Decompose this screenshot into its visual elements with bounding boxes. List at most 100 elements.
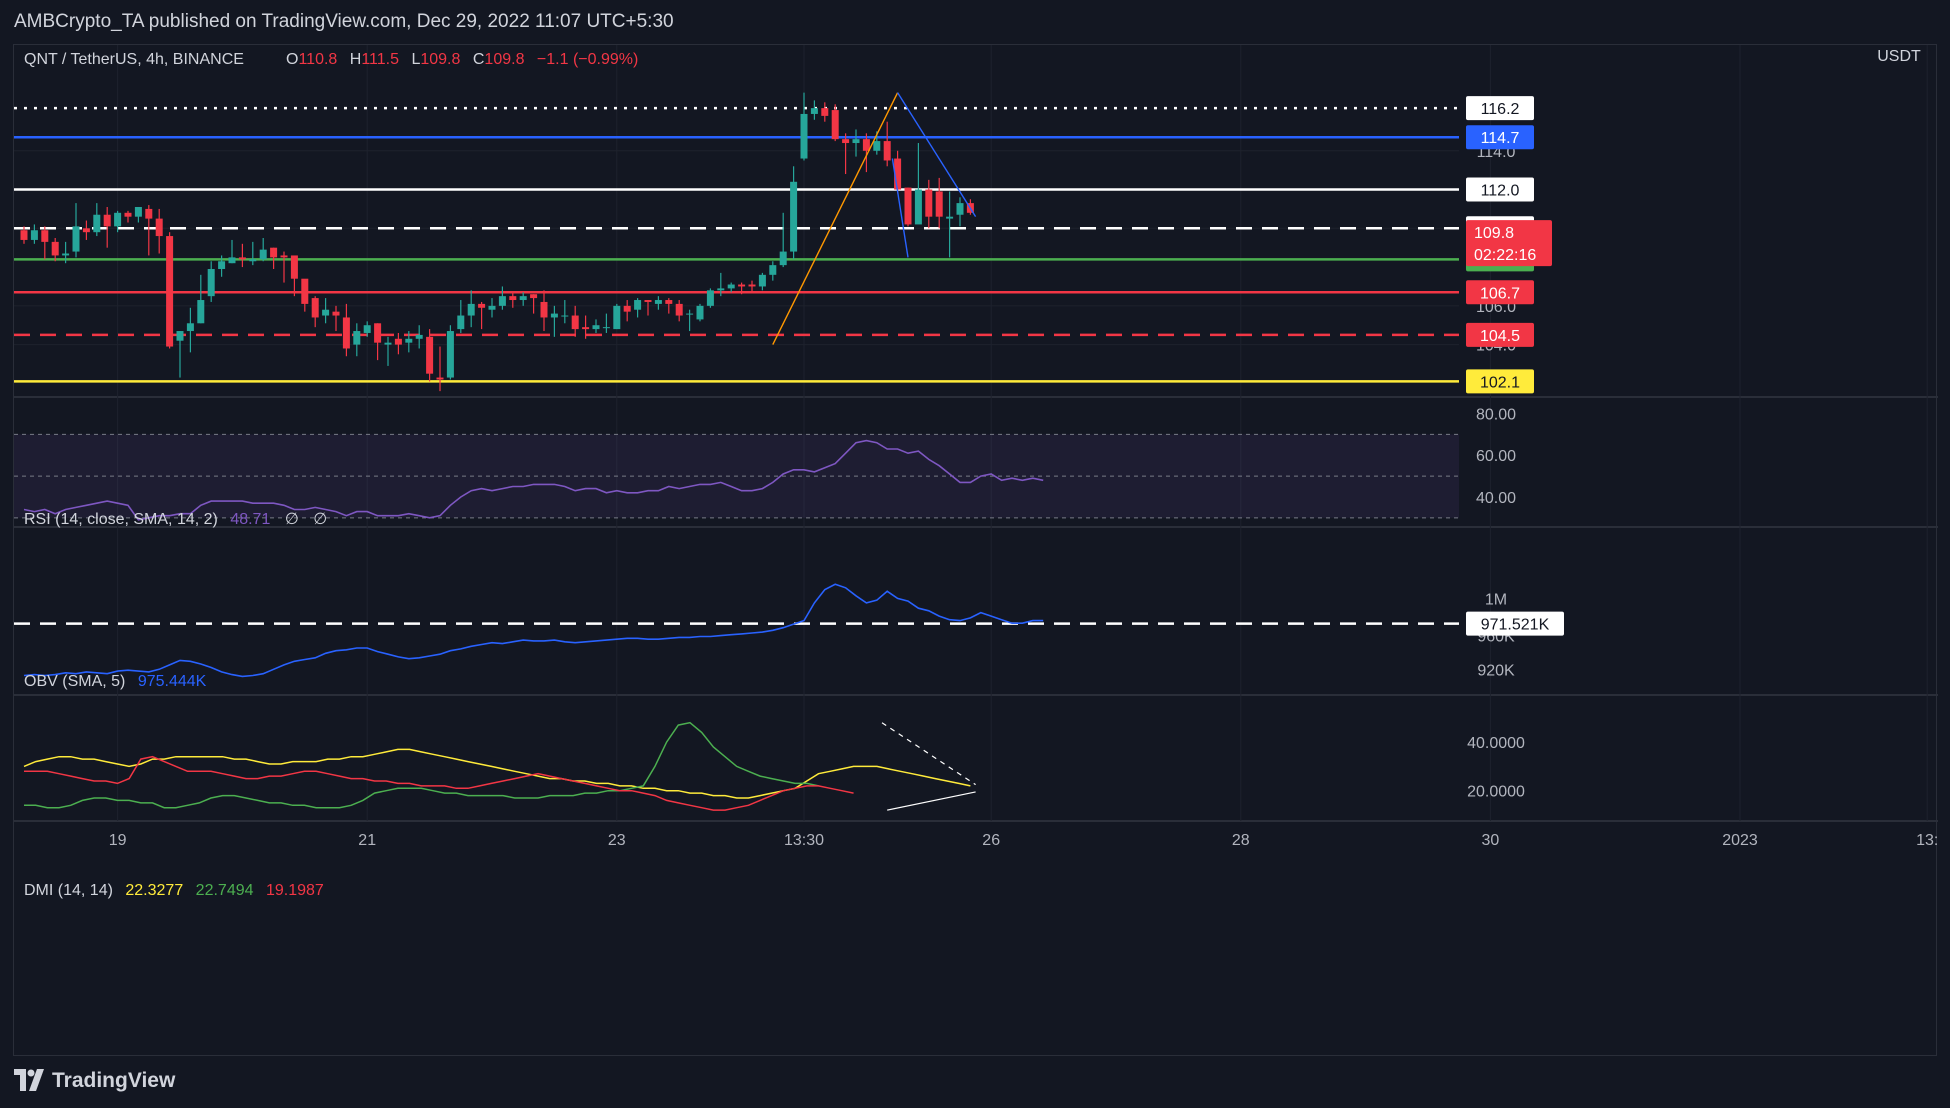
candle-body	[738, 284, 746, 287]
candle-body	[509, 296, 517, 301]
rsi-extra-1: ∅	[285, 511, 299, 528]
candle-body	[883, 141, 891, 161]
candle-body	[800, 113, 808, 159]
price-level-label: 114.7	[1481, 130, 1520, 147]
candles	[20, 92, 974, 392]
chart-area[interactable]: 114.0110.0106.0104.0116.2114.7112.0110.0…	[13, 44, 1938, 1057]
candle-body	[145, 208, 153, 219]
candle-body	[810, 108, 818, 114]
time-tick-label: 26	[982, 832, 1000, 849]
candle-body	[717, 288, 725, 291]
time-tick-label: 23	[608, 832, 626, 849]
rsi-tick-label: 40.00	[1476, 490, 1516, 507]
candle-body	[93, 214, 101, 233]
candle-body	[186, 323, 194, 332]
dmi-series-line	[23, 748, 971, 799]
candle-body	[946, 216, 954, 219]
candle-body	[332, 311, 340, 316]
ohlc-readout: O110.8 H111.5 L109.8 C109.8 −1.1 (−0.99%…	[286, 51, 638, 68]
candle-body	[706, 290, 714, 306]
rsi-pane	[14, 433, 1459, 521]
rsi-line	[23, 439, 1044, 521]
candle-body	[634, 300, 642, 310]
ohlc-high: 111.5	[361, 51, 399, 68]
candle-body	[270, 247, 278, 258]
candle-body	[207, 269, 215, 297]
candle-body	[571, 315, 579, 330]
candle-body	[290, 255, 298, 279]
candle-body	[405, 338, 413, 343]
ohlc-h-label: H	[350, 51, 362, 68]
time-axis: 19 21 23 13:30 26 28 30 2023 13:	[109, 832, 1938, 849]
rsi-legend: RSI (14, close, SMA, 14, 2) 48.71 ∅ ∅	[24, 511, 327, 528]
candle-body	[155, 218, 163, 237]
candle-body	[446, 331, 454, 378]
price-level-badge	[1466, 96, 1534, 121]
candle-body	[197, 300, 205, 324]
chart-canvas[interactable]: 114.0110.0106.0104.0116.2114.7112.0110.0…	[14, 45, 1938, 1057]
candle-body	[842, 139, 850, 144]
candle-body	[644, 300, 652, 302]
candle-body	[894, 158, 902, 190]
candle-body	[280, 255, 288, 258]
dmi-tick-label: 20.0000	[1467, 784, 1525, 801]
ohlc-c-label: C	[473, 51, 485, 68]
price-axis: 114.0110.0106.0104.0116.2114.7112.0110.0…	[1466, 96, 1564, 801]
candle-body	[322, 309, 330, 316]
candle-body	[41, 230, 49, 242]
dmi-series-line	[24, 721, 819, 809]
price-level-label: 112.0	[1481, 183, 1520, 200]
candle-body	[415, 334, 423, 339]
dmi-name: DMI (14, 14)	[24, 882, 113, 899]
candle-body	[623, 305, 631, 312]
candle-body	[311, 298, 319, 318]
candle-body	[935, 191, 943, 217]
trendline-rally	[772, 92, 899, 345]
candle-body	[134, 206, 142, 217]
candle-body	[457, 315, 465, 330]
candle-body	[530, 294, 538, 299]
candle-body	[925, 189, 933, 217]
currency-label: USDT	[1877, 48, 1921, 65]
obv-line	[23, 583, 1044, 678]
price-level-label: 102.1	[1480, 374, 1520, 391]
obv-ref-label: 971.521K	[1481, 617, 1550, 634]
candle-body	[561, 315, 569, 317]
candle-body	[259, 249, 267, 260]
candle-body	[114, 212, 122, 227]
candle-body	[82, 228, 90, 233]
obv-legend: OBV (SMA, 5) 975.444K	[24, 673, 207, 690]
time-tick-label: 2023	[1722, 832, 1758, 849]
grid-lines	[14, 45, 1938, 822]
last-price-countdown: 02:22:16	[1474, 247, 1536, 264]
last-price-label: 109.8	[1474, 225, 1514, 242]
ohlc-l-label: L	[411, 51, 420, 68]
candle-body	[103, 214, 111, 227]
candle-body	[72, 226, 80, 252]
candle-body	[696, 305, 704, 320]
ohlc-o-label: O	[286, 51, 298, 68]
obv-ref-badge	[1466, 611, 1564, 636]
candle-body	[675, 303, 683, 316]
obv-name: OBV (SMA, 5)	[24, 673, 125, 690]
ohlc-change: −1.1 (−0.99%)	[537, 51, 638, 68]
price-level-label: 104.5	[1480, 328, 1520, 345]
candle-body	[592, 325, 600, 330]
candle-body	[30, 230, 38, 240]
candle-body	[238, 257, 246, 260]
dmi-pane	[23, 721, 976, 811]
candle-body	[498, 296, 506, 306]
time-tick-label: 19	[109, 832, 127, 849]
rsi-extra-2: ∅	[313, 511, 327, 528]
ohlc-open: 110.8	[298, 51, 337, 68]
rsi-tick-label: 80.00	[1476, 407, 1516, 424]
price-level-badge	[1466, 369, 1534, 394]
candle-body	[384, 342, 392, 345]
obv-pane	[14, 583, 1459, 678]
time-tick-label: 28	[1232, 832, 1250, 849]
drawings	[772, 92, 977, 345]
candle-body	[758, 274, 766, 287]
candle-body	[301, 278, 309, 304]
footer: TradingView	[0, 1056, 1950, 1108]
candle-body	[363, 325, 371, 333]
